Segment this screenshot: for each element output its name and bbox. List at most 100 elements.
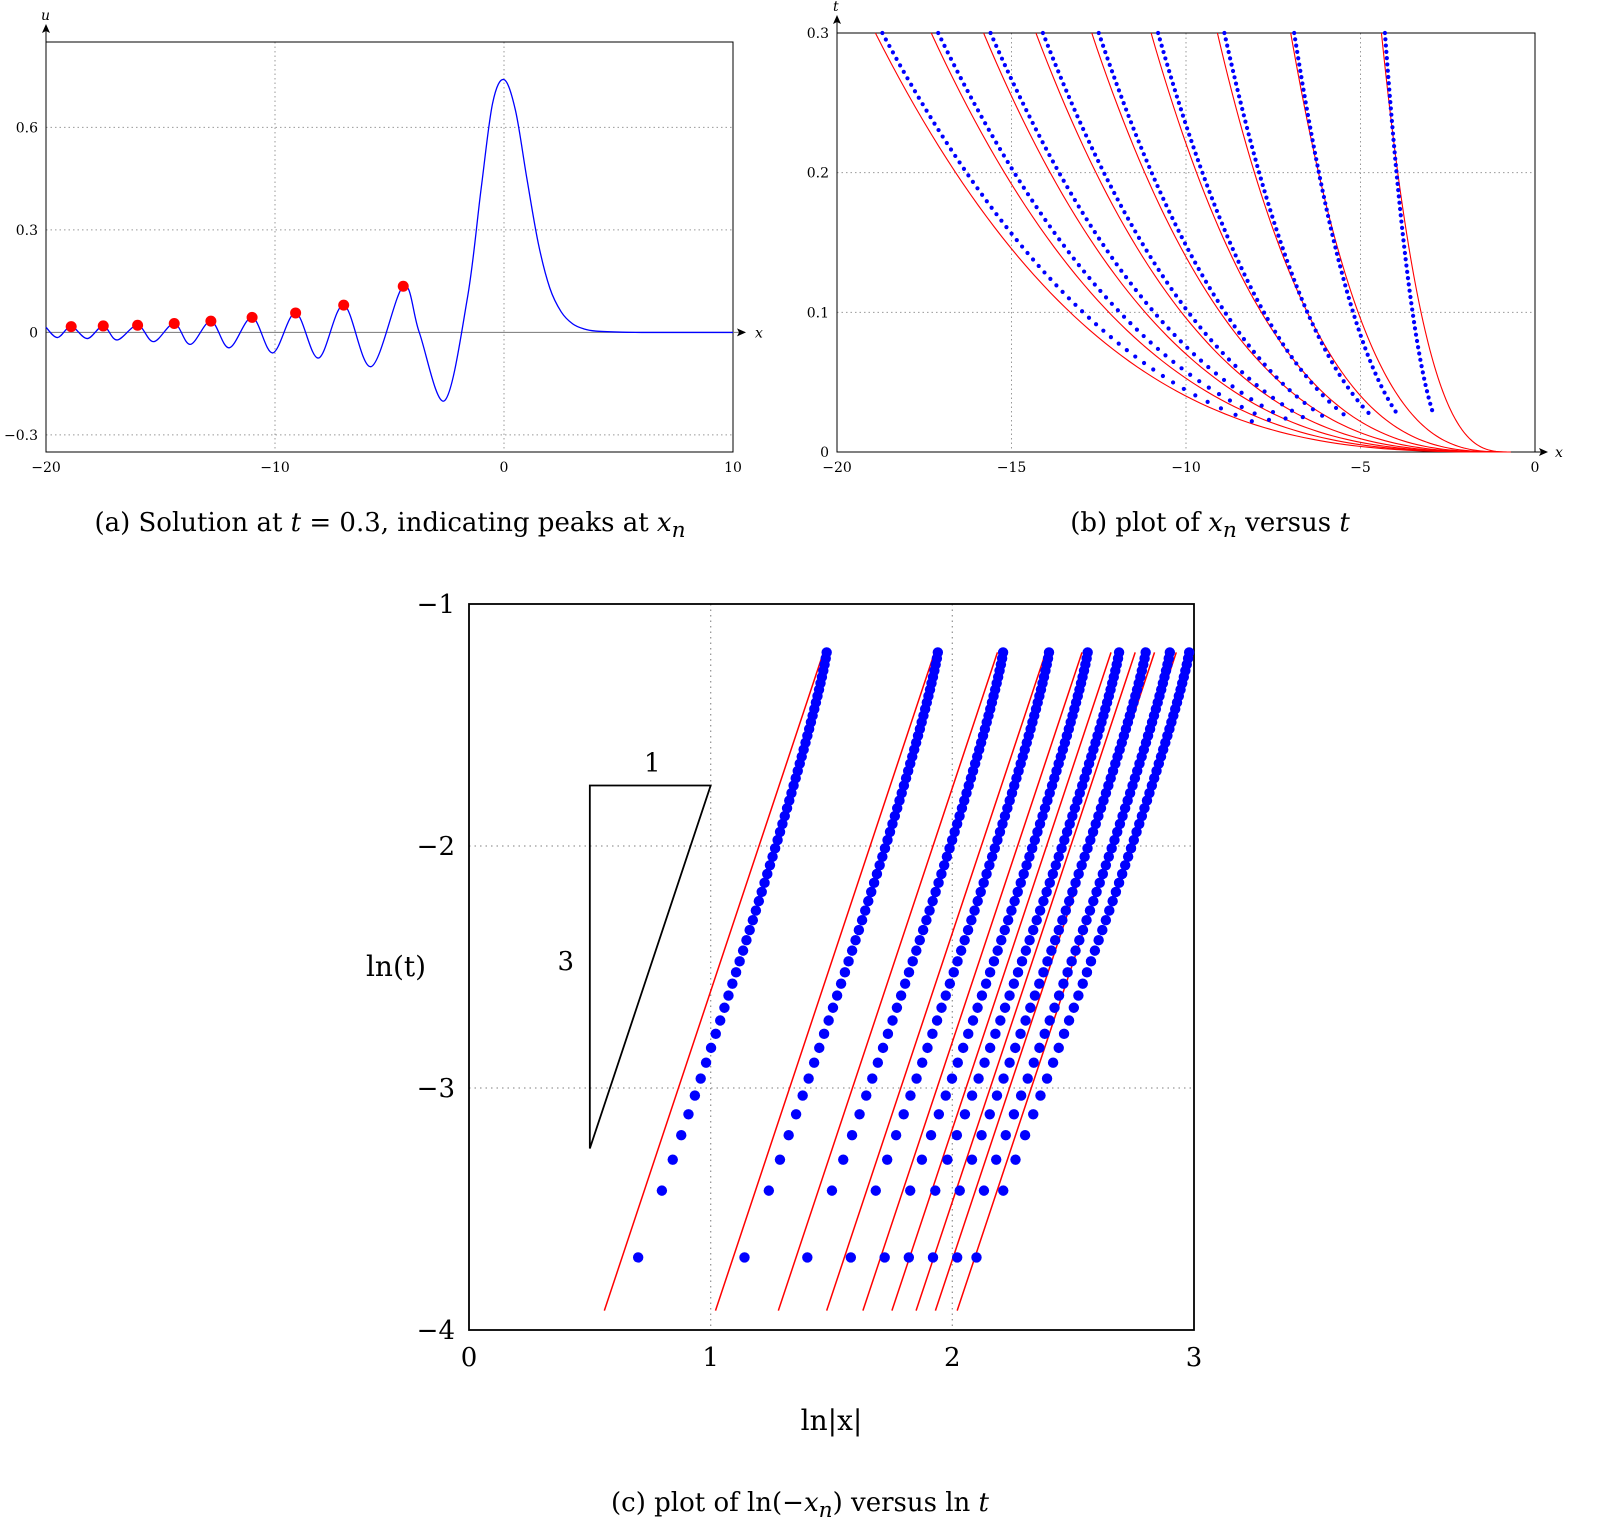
peak-marker (168, 318, 180, 330)
peak-dot (1305, 112, 1311, 118)
peak-dot (1030, 120, 1035, 126)
data-point (1074, 935, 1085, 946)
peak-dot (1383, 37, 1388, 42)
peak-dot (1411, 320, 1417, 325)
peak-dot (1348, 302, 1353, 307)
peak-dot (975, 186, 980, 191)
peak-dot (1198, 325, 1203, 330)
peak-dot (1326, 353, 1331, 359)
peak-dot (1360, 340, 1366, 345)
x-tick-label: 3 (1186, 1343, 1203, 1373)
peak-dot (1401, 238, 1406, 243)
peak-dot (1211, 292, 1216, 297)
data-point (879, 843, 891, 854)
data-point (997, 647, 1009, 658)
caption-b-t: t (1339, 508, 1350, 538)
peak-dot (1036, 263, 1041, 269)
data-point (867, 1073, 878, 1084)
data-point (1002, 915, 1014, 926)
peak-dot (1131, 126, 1136, 131)
data-point (1100, 860, 1112, 871)
data-point (933, 1109, 945, 1120)
peak-dot (1283, 416, 1288, 421)
peak-dot (1108, 335, 1114, 340)
data-point (1006, 905, 1017, 916)
peak-dot (1160, 320, 1165, 325)
peak-dot (1124, 347, 1129, 353)
peak-dot (1298, 68, 1303, 73)
fit-curve (874, 32, 1511, 453)
peak-dot (1336, 258, 1341, 263)
data-point (1116, 868, 1128, 880)
peak-dot (1409, 301, 1414, 306)
peak-dot (1257, 356, 1262, 361)
peak-dot (898, 63, 903, 68)
peak-dot (1240, 370, 1245, 375)
caption-b-n: n (1222, 518, 1237, 544)
data-point (1070, 877, 1081, 889)
peak-dot (1246, 343, 1251, 348)
data-point (756, 886, 767, 898)
peak-dot (1144, 158, 1149, 163)
peak-dot (1066, 250, 1071, 255)
peak-dot (1365, 352, 1370, 357)
peak-dot (1172, 88, 1178, 93)
data-point (994, 826, 1006, 838)
peak-marker (397, 280, 409, 292)
peak-dot (1392, 150, 1397, 155)
peak-dot (1297, 62, 1302, 67)
data-point (1125, 843, 1137, 854)
data-point (1059, 834, 1070, 846)
peak-dot (1222, 30, 1227, 36)
peak-dot (1413, 332, 1419, 337)
peak-dot (1144, 248, 1149, 253)
peak-dot (1325, 213, 1331, 219)
peak-dot (1251, 151, 1256, 156)
peak-dot (1274, 375, 1279, 380)
peak-dot (1133, 229, 1138, 234)
peak-dot (1355, 398, 1360, 403)
data-point (921, 915, 932, 926)
peak-dot (1045, 43, 1051, 48)
data-point (1073, 868, 1084, 880)
peak-dot (1268, 368, 1273, 374)
caption-c-mid: ) versus ln (832, 1488, 979, 1518)
data-point (763, 1185, 775, 1196)
peak-dot (1188, 312, 1193, 317)
data-point (1004, 1057, 1015, 1068)
peak-dot (1285, 348, 1290, 353)
peak-dot (1302, 93, 1307, 99)
peak-dot (1165, 280, 1170, 285)
peak-dot (939, 37, 944, 42)
peak-dot (1021, 185, 1026, 190)
y-axis-label: ln(t) (366, 950, 426, 983)
chart-b-peaks-vs-time: x t −20 −15 −10 −5 0 0 0.1 0.2 0.3 (807, 0, 1563, 476)
peak-dot (962, 82, 967, 87)
caption-b: (b) plot of xn versus t (880, 508, 1540, 543)
peak-dot (1093, 322, 1099, 327)
data-point (1128, 834, 1140, 846)
peak-dot (1249, 397, 1254, 402)
data-point (899, 978, 911, 989)
data-point (954, 1185, 965, 1196)
data-point (1110, 886, 1122, 898)
peak-dot (1149, 307, 1154, 312)
peak-dot (1356, 327, 1361, 332)
peak-dot (1086, 139, 1092, 144)
data-point (898, 1109, 909, 1120)
peak-dot (1228, 317, 1233, 323)
data-point (803, 1073, 814, 1084)
peak-dot (1205, 399, 1210, 404)
fit-line (714, 652, 936, 1311)
peak-dot (1080, 309, 1085, 314)
peak-dot (936, 30, 941, 36)
data-point (1060, 905, 1071, 916)
data-point (890, 1130, 902, 1141)
x-axis-arrow (737, 328, 746, 337)
peak-dot (1166, 326, 1171, 331)
data-point (957, 1042, 969, 1054)
peak-dot (1040, 30, 1046, 36)
data-point (1134, 818, 1145, 830)
data-point (927, 1252, 939, 1263)
peak-dot (1173, 222, 1178, 227)
